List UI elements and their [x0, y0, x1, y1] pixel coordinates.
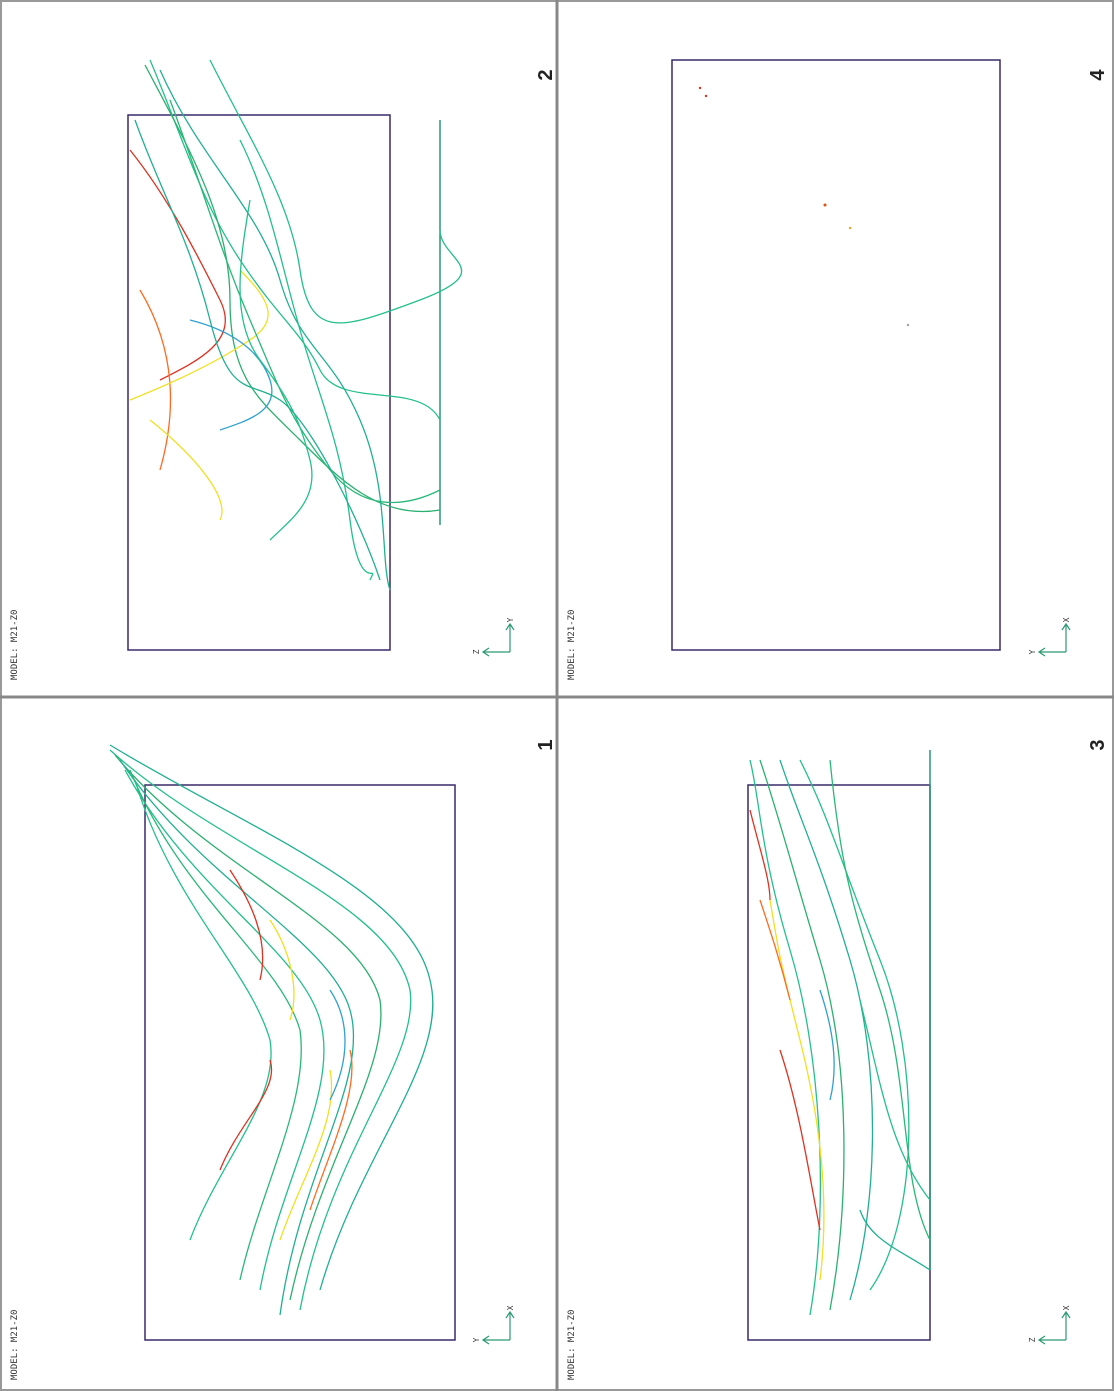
- point: [704, 94, 708, 98]
- point: [906, 323, 910, 327]
- axis-label: X: [506, 1305, 515, 1310]
- point: [848, 226, 852, 230]
- axis-label: Y: [1028, 649, 1037, 654]
- axis-label: Z: [1028, 1337, 1037, 1342]
- trajectories: [129, 59, 463, 591]
- viewport-number: 1: [535, 739, 557, 750]
- bounding-box: [127, 114, 391, 651]
- axis-label: Y: [472, 1337, 481, 1342]
- viewport-number: 3: [1087, 739, 1109, 750]
- axis-label: X: [1062, 1305, 1071, 1310]
- viewport: MODEL: M21-Z0 1 Y X: [10, 739, 557, 1380]
- axis-label: Z: [472, 649, 481, 654]
- model-label: MODEL: M21-Z0: [10, 610, 20, 680]
- point: [698, 86, 702, 90]
- point: [823, 203, 827, 207]
- axis-label: X: [1062, 617, 1071, 622]
- viewport: MODEL: M21-Z0 3 Z X: [567, 739, 1109, 1380]
- viewport: MODEL: M21-Z0 2 Z Y: [10, 59, 557, 680]
- trajectory-points: [698, 86, 910, 327]
- viewport-number: 4: [1087, 69, 1109, 81]
- trajectories: [749, 759, 931, 1316]
- axis-label: Y: [506, 617, 515, 622]
- trajectories: [109, 744, 434, 1316]
- axis-triad: [481, 1310, 515, 1345]
- bounding-box: [671, 59, 1001, 651]
- model-label: MODEL: M21-Z0: [567, 610, 577, 680]
- axis-triad: [1037, 622, 1071, 657]
- model-label: MODEL: M21-Z0: [10, 1310, 20, 1380]
- viewport: MODEL: M21-Z0 4 Y X: [567, 59, 1109, 680]
- axis-triad: [1037, 1310, 1071, 1345]
- axis-triad: [481, 622, 515, 657]
- viewport-number: 2: [535, 69, 557, 80]
- bounding-box: [144, 784, 456, 1341]
- model-label: MODEL: M21-Z0: [567, 1310, 577, 1380]
